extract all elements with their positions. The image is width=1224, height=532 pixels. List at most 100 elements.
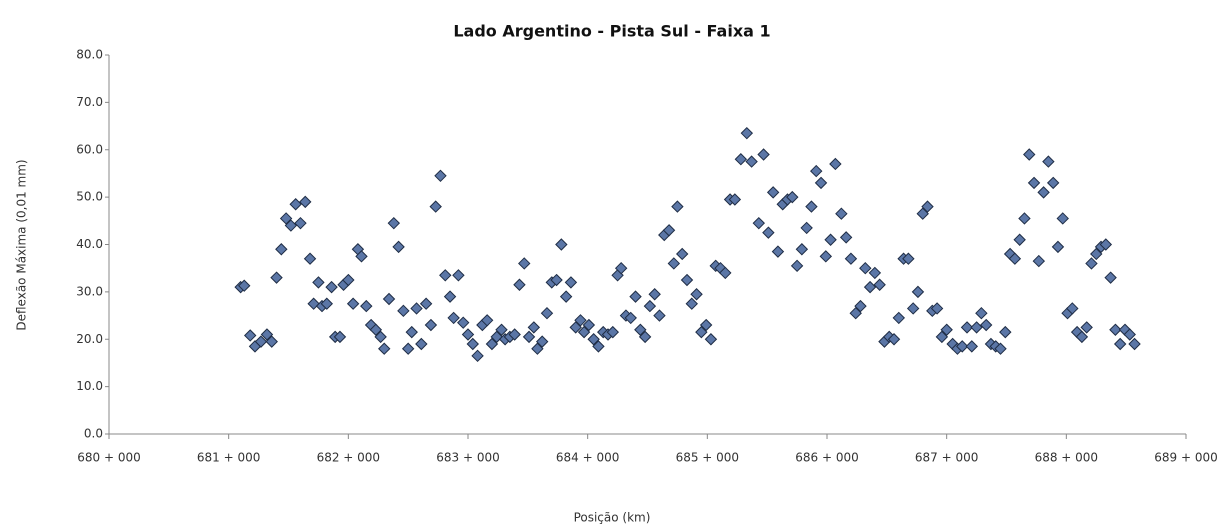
point <box>1128 337 1141 351</box>
point <box>592 340 605 353</box>
point <box>965 340 979 353</box>
point <box>555 238 568 251</box>
point <box>940 323 953 336</box>
point <box>1018 212 1031 225</box>
point <box>434 169 447 183</box>
point <box>824 233 837 246</box>
point <box>629 290 642 303</box>
point <box>795 243 809 256</box>
point <box>312 276 325 289</box>
point <box>577 325 591 339</box>
point <box>243 329 257 342</box>
point <box>921 200 934 213</box>
point <box>805 200 818 213</box>
point <box>447 311 460 325</box>
point <box>1027 176 1041 190</box>
point <box>757 148 770 161</box>
y-axis-label: Deflexão Máxima (0,01 mm) <box>15 159 29 330</box>
point <box>999 325 1012 339</box>
point <box>634 323 647 336</box>
point <box>587 333 600 346</box>
point <box>662 224 676 237</box>
point <box>265 335 278 348</box>
y-tick-label: 70.0 <box>76 95 103 109</box>
point <box>839 231 853 244</box>
x-tick-label: 683 + 000 <box>436 451 500 465</box>
x-tick-label: 687 + 000 <box>915 451 979 465</box>
point <box>835 207 848 220</box>
point <box>810 164 823 178</box>
x-tick-label: 684 + 000 <box>556 451 620 465</box>
point <box>970 321 983 334</box>
point <box>1051 240 1065 254</box>
point <box>786 190 799 204</box>
point <box>719 266 732 280</box>
point <box>690 288 703 301</box>
x-axis-label: Posição (km) <box>574 511 651 525</box>
y-tick-label: 30.0 <box>76 284 103 298</box>
point <box>392 240 405 254</box>
point <box>531 342 544 355</box>
point <box>569 321 582 334</box>
point <box>342 273 355 287</box>
point <box>424 318 438 332</box>
point <box>844 252 858 265</box>
point <box>401 342 415 355</box>
x-tick-label: 680 + 000 <box>77 451 141 465</box>
point <box>814 176 828 190</box>
point <box>1113 337 1127 351</box>
point <box>1085 257 1098 270</box>
point <box>671 200 684 213</box>
point <box>956 340 969 353</box>
y-tick-label: 60.0 <box>76 142 103 156</box>
point <box>766 186 780 199</box>
point <box>333 330 347 344</box>
point <box>643 299 657 313</box>
chart-title: Lado Argentino - Pista Sul - Faixa 1 <box>453 22 770 41</box>
point <box>752 216 765 230</box>
point <box>540 306 554 320</box>
point <box>771 245 785 258</box>
point <box>443 290 457 303</box>
point <box>868 266 882 280</box>
point <box>294 216 307 230</box>
point <box>564 276 578 289</box>
point <box>457 316 470 329</box>
point <box>279 212 293 225</box>
point <box>1008 252 1022 265</box>
point <box>1032 254 1046 268</box>
point <box>270 271 283 284</box>
point <box>355 250 368 263</box>
point <box>550 273 563 287</box>
point <box>790 259 804 273</box>
point <box>863 280 877 294</box>
point <box>624 311 637 325</box>
point <box>320 297 334 310</box>
point <box>685 297 698 310</box>
point <box>1075 330 1089 344</box>
point <box>419 297 433 310</box>
point <box>382 292 396 306</box>
point <box>859 261 872 275</box>
point <box>994 342 1007 355</box>
point <box>906 302 920 315</box>
point <box>1023 148 1036 161</box>
point <box>284 219 298 232</box>
point <box>614 261 628 275</box>
point <box>1013 233 1026 246</box>
point <box>439 269 452 282</box>
point <box>695 325 708 339</box>
y-tick-label: 0.0 <box>84 427 103 441</box>
point <box>728 193 742 206</box>
point <box>574 314 587 327</box>
point <box>485 337 499 351</box>
point <box>1042 155 1055 168</box>
point <box>699 318 713 332</box>
point <box>849 306 862 320</box>
point <box>1056 212 1069 225</box>
point <box>582 318 596 332</box>
point <box>452 269 465 282</box>
point <box>975 306 988 320</box>
point <box>535 335 549 348</box>
